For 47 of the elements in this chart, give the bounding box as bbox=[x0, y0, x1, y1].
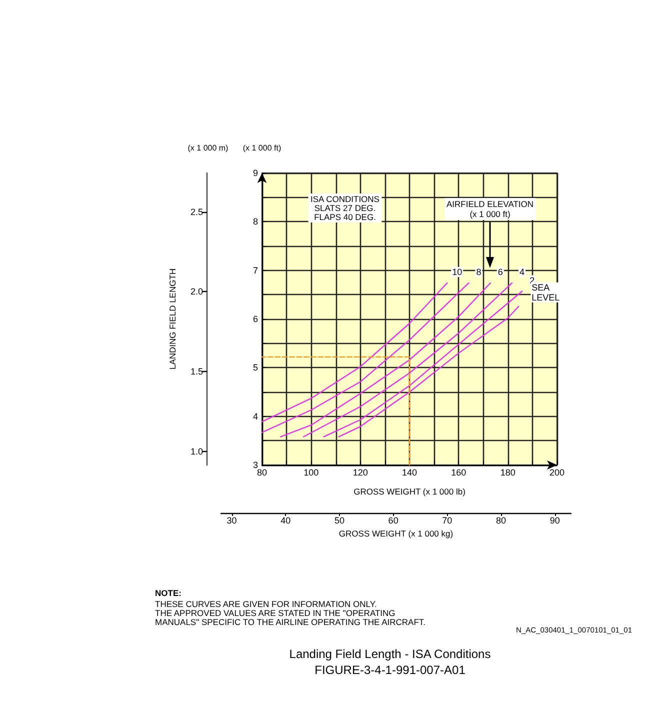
line-series bbox=[302, 282, 513, 438]
x-tick-label: 180 bbox=[500, 468, 516, 478]
x-tick-label: 200 bbox=[549, 468, 565, 478]
annotation: ISA CONDITIONS SLATS 27 DEG. FLAPS 40 DEG. bbox=[310, 194, 380, 222]
y2-axis-title: LANDING FIELD LENGTH bbox=[168, 268, 178, 370]
y2-tick-label: 1.5 bbox=[190, 366, 203, 376]
y-tick-label: 7 bbox=[252, 265, 258, 276]
text: NOTE: bbox=[155, 588, 182, 598]
text: THESE CURVES ARE GIVEN FOR INFORMATION ONLY. THE APPROVED VALUES ARE STATED IN THE "OPERATING MANUALS" SPECIFIC TO THE AIRLINE OPERATING THE AIRCRAFT. bbox=[155, 599, 426, 627]
x2-tick-label: 90 bbox=[550, 516, 560, 526]
series-label: 8 bbox=[476, 266, 482, 277]
y-tick-label: 8 bbox=[252, 216, 258, 227]
y-tick-label: 3 bbox=[252, 460, 258, 470]
x2-tick-label: 30 bbox=[226, 516, 237, 526]
legend-title: AIRFIELD ELEVATION (x 1 000 ft) bbox=[446, 199, 534, 219]
line-series bbox=[338, 306, 520, 438]
x2-tick-label: 60 bbox=[388, 516, 398, 526]
y-tick-label: 5 bbox=[252, 362, 258, 373]
y-tick-label: 6 bbox=[252, 314, 258, 324]
x-tick-label: 140 bbox=[402, 468, 418, 478]
series-label: 4 bbox=[520, 266, 525, 277]
text: FIGURE-3-4-1-991-007-A01 bbox=[314, 663, 466, 677]
y2-tick-label: 1.0 bbox=[190, 446, 203, 456]
x2-tick-label: 40 bbox=[280, 516, 291, 526]
text: (x 1 000 m) bbox=[188, 144, 229, 152]
y2-tick-label: 2.0 bbox=[190, 286, 203, 297]
y-tick-label: 4 bbox=[252, 411, 258, 422]
series-label: SEA LEVEL bbox=[532, 282, 560, 302]
x2-tick-label: 50 bbox=[334, 516, 344, 526]
line-series bbox=[323, 290, 523, 438]
line-series bbox=[261, 282, 448, 422]
x2-axis-title: GROSS WEIGHT (x 1 000 kg) bbox=[338, 528, 454, 538]
text: (x 1 000 ft) bbox=[242, 144, 282, 152]
y-tick-label: 9 bbox=[252, 168, 258, 178]
y2-tick-label: 2.5 bbox=[190, 206, 203, 217]
x-tick-label: 160 bbox=[451, 468, 466, 478]
text: Landing Field Length - ISA Conditions bbox=[289, 647, 491, 661]
x-axis-title: GROSS WEIGHT (x 1 000 lb) bbox=[354, 486, 466, 496]
x2-tick-label: 80 bbox=[496, 516, 506, 526]
series-label: 10 bbox=[452, 266, 462, 277]
x2-tick-label: 70 bbox=[442, 516, 452, 526]
x-tick-label: 120 bbox=[352, 468, 368, 478]
series-label: 6 bbox=[498, 266, 503, 277]
x-tick-label: 100 bbox=[304, 468, 319, 478]
line-series bbox=[261, 282, 470, 433]
line-series bbox=[280, 282, 491, 438]
x-tick-label: 80 bbox=[256, 468, 268, 478]
